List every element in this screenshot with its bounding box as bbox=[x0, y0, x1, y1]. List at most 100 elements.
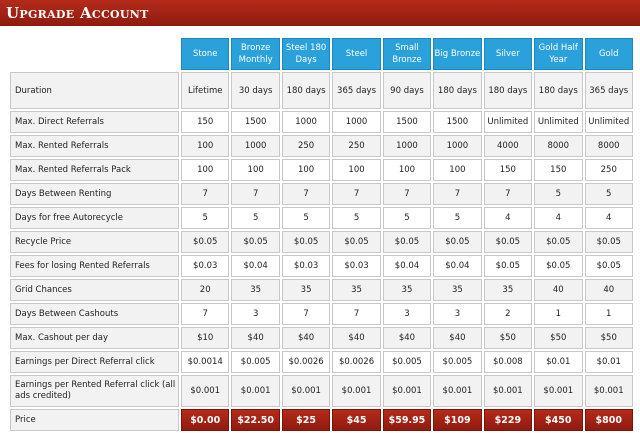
plan-header-steel: Steel bbox=[332, 38, 381, 70]
cell-value: Lifetime bbox=[181, 72, 230, 109]
row-label: Earnings per Direct Referral click bbox=[10, 351, 179, 373]
cell-value: $0.05 bbox=[483, 255, 533, 277]
cell-value: 30 days bbox=[231, 72, 280, 109]
cell-value: 150 bbox=[483, 159, 533, 181]
price-big-bronze-button[interactable]: $109 bbox=[433, 409, 482, 431]
row-recycle-price: Recycle Price $0.05 $0.05 $0.05 $0.05 $0… bbox=[10, 231, 633, 253]
cell-value: Unlimited bbox=[534, 111, 583, 133]
cell-value: 90 days bbox=[382, 72, 432, 109]
cell-value: 180 days bbox=[281, 72, 331, 109]
cell-value: 35 bbox=[281, 279, 331, 301]
cell-value: 4 bbox=[534, 207, 583, 229]
plan-header-bronze-monthly: Bronze Monthly bbox=[231, 38, 280, 70]
cell-value: 100 bbox=[382, 159, 432, 181]
cell-value: 5 bbox=[281, 207, 331, 229]
row-label: Max. Direct Referrals bbox=[10, 111, 179, 133]
corner-cell bbox=[10, 38, 179, 70]
cell-value: $0.0026 bbox=[281, 351, 331, 373]
price-bronze-monthly-button[interactable]: $22.50 bbox=[231, 409, 280, 431]
cell-value: $0.001 bbox=[483, 375, 533, 407]
cell-value: 4 bbox=[483, 207, 533, 229]
cell-value: 7 bbox=[382, 183, 432, 205]
cell-value: $0.005 bbox=[231, 351, 280, 373]
cell-value: 100 bbox=[181, 159, 230, 181]
price-small-bronze-button[interactable]: $59.95 bbox=[382, 409, 432, 431]
price-silver-button[interactable]: $229 bbox=[483, 409, 533, 431]
cell-value: 35 bbox=[332, 279, 381, 301]
cell-value: 1500 bbox=[231, 111, 280, 133]
cell-value: 180 days bbox=[534, 72, 583, 109]
row-duration: Duration Lifetime 30 days 180 days 365 d… bbox=[10, 72, 633, 109]
row-max-rented-referrals: Max. Rented Referrals 100 1000 250 250 1… bbox=[10, 135, 633, 157]
cell-value: 7 bbox=[483, 183, 533, 205]
cell-value: 1 bbox=[584, 303, 633, 325]
row-days-between-cashouts: Days Between Cashouts 7 3 7 7 3 3 2 1 1 bbox=[10, 303, 633, 325]
row-label: Fees for losing Rented Referrals bbox=[10, 255, 179, 277]
cell-value: 3 bbox=[231, 303, 280, 325]
row-label: Max. Rented Referrals bbox=[10, 135, 179, 157]
cell-value: $0.001 bbox=[231, 375, 280, 407]
row-label: Recycle Price bbox=[10, 231, 179, 253]
row-label: Max. Rented Referrals Pack bbox=[10, 159, 179, 181]
cell-value: $50 bbox=[584, 327, 633, 349]
cell-value: $0.005 bbox=[433, 351, 482, 373]
row-label: Max. Cashout per day bbox=[10, 327, 179, 349]
cell-value: 7 bbox=[231, 183, 280, 205]
cell-value: 7 bbox=[433, 183, 482, 205]
cell-value: $40 bbox=[433, 327, 482, 349]
price-gold-half-year-button[interactable]: $450 bbox=[534, 409, 583, 431]
plan-comparison-table: Stone Bronze Monthly Steel 180 Days Stee… bbox=[8, 36, 635, 433]
cell-value: 100 bbox=[433, 159, 482, 181]
cell-value: $0.001 bbox=[382, 375, 432, 407]
price-gold-button[interactable]: $800 bbox=[584, 409, 633, 431]
cell-value: $0.05 bbox=[534, 255, 583, 277]
row-label: Duration bbox=[10, 72, 179, 109]
cell-value: 150 bbox=[534, 159, 583, 181]
cell-value: $0.01 bbox=[534, 351, 583, 373]
cell-value: 40 bbox=[534, 279, 583, 301]
plan-header-stone: Stone bbox=[181, 38, 230, 70]
cell-value: 1500 bbox=[382, 111, 432, 133]
cell-value: $0.05 bbox=[332, 231, 381, 253]
cell-value: 7 bbox=[181, 183, 230, 205]
cell-value: 4000 bbox=[483, 135, 533, 157]
cell-value: 5 bbox=[584, 183, 633, 205]
row-earnings-direct-click: Earnings per Direct Referral click $0.00… bbox=[10, 351, 633, 373]
cell-value: $0.05 bbox=[534, 231, 583, 253]
cell-value: 4 bbox=[584, 207, 633, 229]
price-steel-button[interactable]: $45 bbox=[332, 409, 381, 431]
cell-value: $0.05 bbox=[231, 231, 280, 253]
cell-value: 365 days bbox=[584, 72, 633, 109]
row-label: Days Between Renting bbox=[10, 183, 179, 205]
cell-value: 5 bbox=[332, 207, 381, 229]
cell-value: 40 bbox=[584, 279, 633, 301]
cell-value: 250 bbox=[584, 159, 633, 181]
row-grid-chances: Grid Chances 20 35 35 35 35 35 35 40 40 bbox=[10, 279, 633, 301]
cell-value: $0.03 bbox=[281, 255, 331, 277]
row-max-direct-referrals: Max. Direct Referrals 150 1500 1000 1000… bbox=[10, 111, 633, 133]
cell-value: $0.04 bbox=[231, 255, 280, 277]
price-label: Price bbox=[10, 409, 179, 431]
row-label: Days for free Autorecycle bbox=[10, 207, 179, 229]
plan-header-silver: Silver bbox=[483, 38, 533, 70]
cell-value: 35 bbox=[433, 279, 482, 301]
cell-value: $0.01 bbox=[584, 351, 633, 373]
cell-value: 1 bbox=[534, 303, 583, 325]
cell-value: 250 bbox=[281, 135, 331, 157]
cell-value: $0.05 bbox=[382, 231, 432, 253]
cell-value: $0.005 bbox=[382, 351, 432, 373]
cell-value: $40 bbox=[332, 327, 381, 349]
cell-value: $0.04 bbox=[433, 255, 482, 277]
cell-value: 1000 bbox=[332, 111, 381, 133]
cell-value: 8000 bbox=[584, 135, 633, 157]
price-steel-180-days-button[interactable]: $25 bbox=[281, 409, 331, 431]
cell-value: 35 bbox=[231, 279, 280, 301]
price-stone-button[interactable]: $0.00 bbox=[181, 409, 230, 431]
comparison-table-wrap: Stone Bronze Monthly Steel 180 Days Stee… bbox=[8, 36, 635, 433]
row-max-cashout-per-day: Max. Cashout per day $10 $40 $40 $40 $40… bbox=[10, 327, 633, 349]
page-header: Upgrade Account bbox=[0, 0, 640, 26]
cell-value: 1000 bbox=[231, 135, 280, 157]
cell-value: 180 days bbox=[433, 72, 482, 109]
cell-value: $0.05 bbox=[433, 231, 482, 253]
cell-value: $0.008 bbox=[483, 351, 533, 373]
